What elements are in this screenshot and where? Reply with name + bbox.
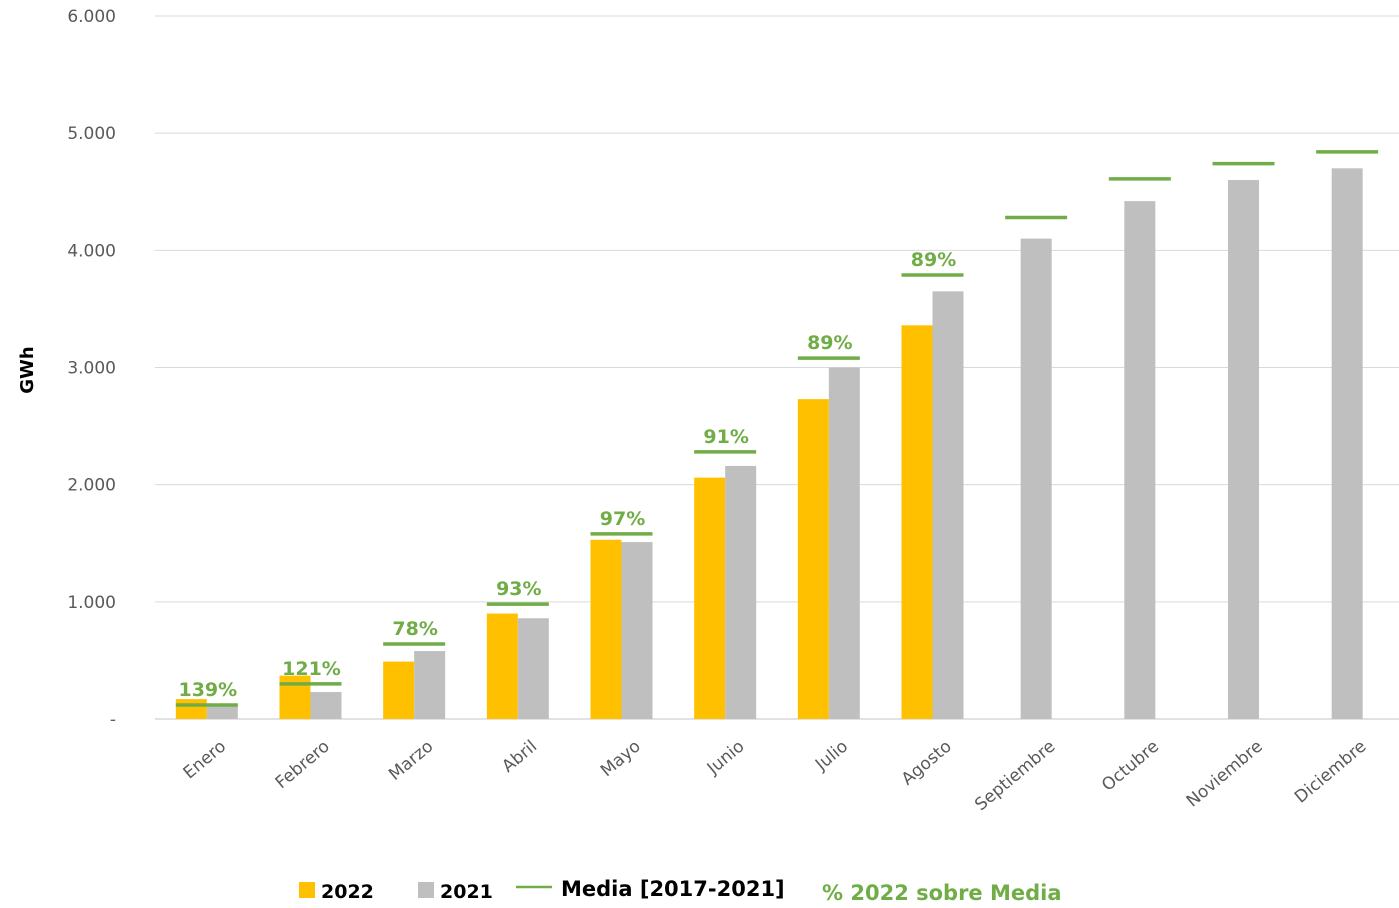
percent-labels: 139% 121% 78% 93% 97% 91% 89% 89% bbox=[178, 249, 956, 701]
percent-label: 93% bbox=[496, 578, 541, 600]
x-tick-label: Octubre bbox=[1098, 737, 1163, 796]
x-tick-label: Septiembre bbox=[971, 737, 1059, 816]
y-tick-label: - bbox=[110, 710, 116, 730]
x-tick-label: Enero bbox=[180, 737, 230, 784]
legend-swatch-2021 bbox=[418, 882, 434, 898]
legend-label-2021: 2021 bbox=[440, 881, 493, 903]
bar-2021 bbox=[517, 618, 549, 719]
bar-2022 bbox=[797, 399, 829, 719]
legend-label-2022: 2022 bbox=[321, 881, 374, 903]
bar-2022 bbox=[694, 477, 726, 719]
bars bbox=[175, 168, 1363, 720]
y-tick-label: 6.000 bbox=[67, 7, 116, 27]
bar-2022 bbox=[486, 613, 518, 719]
percent-label: 89% bbox=[911, 249, 956, 271]
media-markers bbox=[175, 150, 1379, 707]
bar-2022 bbox=[901, 325, 933, 719]
percent-label: 91% bbox=[703, 426, 748, 448]
legend-label-media: Media [2017-2021] bbox=[561, 877, 785, 901]
y-tick-labels: - 1.000 2.000 3.000 4.000 5.000 6.000 bbox=[67, 7, 116, 730]
bar-2021 bbox=[1020, 238, 1052, 719]
bar-2021 bbox=[414, 651, 446, 719]
x-tick-label: Mayo bbox=[597, 737, 645, 782]
percent-label: 121% bbox=[282, 658, 341, 680]
x-tick-label: Julio bbox=[811, 737, 852, 776]
percent-label: 78% bbox=[392, 618, 437, 640]
x-tick-label: Junio bbox=[703, 737, 749, 780]
legend-swatch-2022 bbox=[299, 882, 315, 898]
y-tick-label: 5.000 bbox=[67, 124, 116, 144]
y-tick-label: 3.000 bbox=[67, 359, 116, 379]
bar-2021 bbox=[621, 542, 653, 719]
legend-label-percent: % 2022 sobre Media bbox=[822, 881, 1062, 905]
bar-2022 bbox=[175, 699, 207, 719]
bar-2021 bbox=[1331, 168, 1363, 720]
bar-2022 bbox=[590, 539, 622, 719]
percent-label: 97% bbox=[600, 508, 645, 530]
x-tick-labels: Enero Febrero Marzo Abril Mayo Junio Julio Agos… bbox=[180, 737, 1371, 816]
y-tick-label: 2.000 bbox=[67, 476, 116, 496]
x-tick-label: Abril bbox=[498, 737, 541, 777]
bar-2021 bbox=[725, 465, 757, 719]
y-axis-label: GWh bbox=[17, 346, 38, 393]
x-tick-label: Diciembre bbox=[1291, 737, 1370, 808]
bar-2021 bbox=[1228, 180, 1259, 720]
legend: 2022 2021 Media [2017-2021] % 2022 sobre… bbox=[299, 877, 1062, 905]
bar-2022 bbox=[383, 661, 415, 719]
x-tick-label: Marzo bbox=[385, 737, 437, 785]
bar-2021 bbox=[1124, 201, 1156, 719]
y-tick-label: 4.000 bbox=[67, 241, 116, 261]
bar-2021 bbox=[828, 367, 860, 719]
percent-label: 139% bbox=[178, 679, 237, 701]
bar-2021 bbox=[310, 692, 342, 719]
percent-label: 89% bbox=[807, 332, 852, 354]
bar-2021 bbox=[206, 706, 238, 719]
bar-2021 bbox=[932, 291, 964, 719]
x-tick-label: Febrero bbox=[272, 737, 334, 794]
y-tick-label: 1.000 bbox=[67, 593, 116, 613]
gridlines bbox=[155, 15, 1399, 720]
x-tick-label: Noviembre bbox=[1183, 737, 1267, 812]
x-tick-label: Agosto bbox=[898, 737, 956, 790]
